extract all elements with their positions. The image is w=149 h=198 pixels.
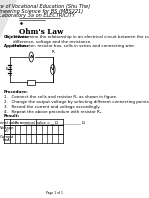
Bar xyxy=(27,80,35,85)
Text: Objectives:: Objectives: xyxy=(4,35,29,39)
Text: (mA): (mA) xyxy=(2,138,11,142)
Text: A: A xyxy=(30,55,33,59)
Text: R₁: R₁ xyxy=(52,50,56,54)
Text: R₂ nominal value = ________________ Ω: R₂ nominal value = ________________ Ω xyxy=(15,120,85,124)
Text: 2.   Change the output voltage by selecting different connecting points of the c: 2. Change the output voltage by selectin… xyxy=(4,100,149,104)
Text: Ohm's Law: Ohm's Law xyxy=(19,28,63,36)
Text: E: E xyxy=(6,68,8,71)
Text: Apparatus:: Apparatus: xyxy=(4,44,29,48)
Text: Procedure:: Procedure: xyxy=(4,90,28,94)
Text: Institute of Vocational Education (Shu The): Institute of Vocational Education (Shu T… xyxy=(0,4,90,9)
Text: Result:: Result: xyxy=(4,114,20,118)
Text: Page 1 of 1: Page 1 of 1 xyxy=(46,191,63,195)
Polygon shape xyxy=(0,0,17,38)
Text: To determine the relationship in an electrical circuit between the current, the : To determine the relationship in an elec… xyxy=(13,35,149,44)
Text: 1.   Connect the cells and resistor R₁ as shown in figure.: 1. Connect the cells and resistor R₁ as … xyxy=(4,95,117,99)
Text: 4.   Repeat the above procedure with resistor R₂.: 4. Repeat the above procedure with resis… xyxy=(4,110,102,114)
Text: Laboratory 3a on ELECTRICITY: Laboratory 3a on ELECTRICITY xyxy=(0,13,75,18)
Text: Voltage: Voltage xyxy=(0,126,14,130)
Text: Current: Current xyxy=(0,135,14,139)
Text: Multimeter, resistor box, cells in series and connecting wire.: Multimeter, resistor box, cells in serie… xyxy=(13,44,135,48)
Text: V: V xyxy=(51,68,55,71)
Text: Engineering Science for BS (MBS221): Engineering Science for BS (MBS221) xyxy=(0,9,83,13)
Text: 3.   Record the current and voltage accordingly.: 3. Record the current and voltage accord… xyxy=(4,105,100,109)
Text: (V): (V) xyxy=(4,129,9,133)
Text: R₁ nominal value = ________________ Ω: R₁ nominal value = ________________ Ω xyxy=(0,120,58,124)
